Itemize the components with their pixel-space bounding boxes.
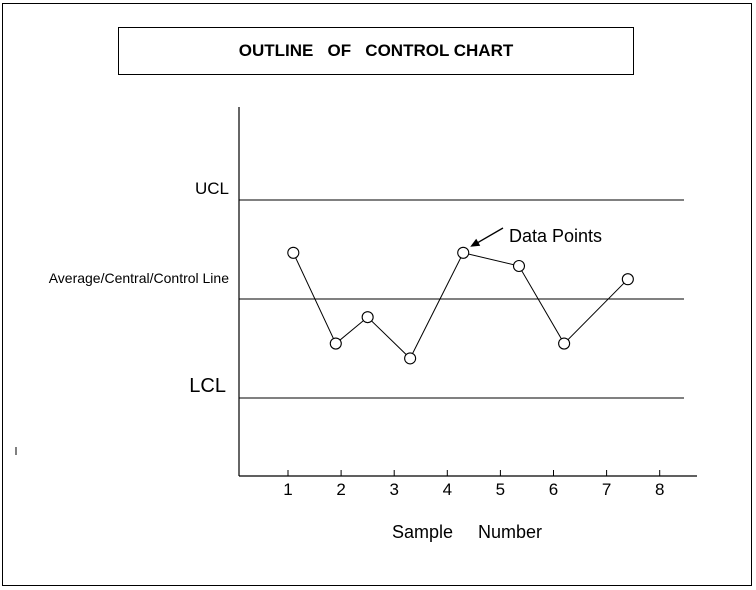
- data-point: [361, 311, 374, 324]
- x-tick-label: 1: [283, 480, 292, 499]
- annotation-arrowhead: [470, 238, 481, 247]
- reference-label: LCL: [189, 375, 226, 397]
- data-point: [558, 337, 571, 350]
- chart-frame: [2, 3, 752, 586]
- data-point: [457, 246, 470, 259]
- x-tick-label: 5: [496, 480, 505, 499]
- chart-title: OUTLINE OF CONTROL CHART: [118, 27, 634, 75]
- x-tick-label: 4: [443, 480, 452, 499]
- annotation-label: Data Points: [509, 226, 602, 246]
- x-axis-label: Sample Number: [392, 522, 542, 542]
- data-point: [404, 352, 417, 365]
- x-tick-label: 3: [389, 480, 398, 499]
- x-tick-label: 8: [655, 480, 664, 499]
- data-point: [512, 259, 526, 273]
- x-tick-label: 7: [602, 480, 611, 499]
- data-series-line: [292, 252, 629, 360]
- reference-label: UCL: [195, 179, 229, 198]
- data-point: [287, 246, 300, 259]
- x-tick-label: 2: [336, 480, 345, 499]
- data-point: [621, 273, 634, 286]
- x-tick-label: 6: [549, 480, 558, 499]
- data-point: [329, 337, 342, 350]
- reference-label: Average/Central/Control Line: [49, 270, 230, 286]
